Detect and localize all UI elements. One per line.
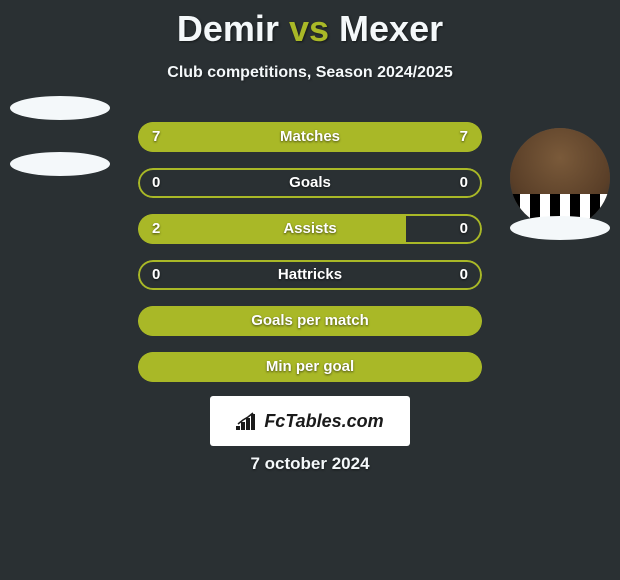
face-placeholder bbox=[510, 128, 610, 228]
stat-row: 00Goals bbox=[138, 168, 482, 198]
stat-row: 77Matches bbox=[138, 122, 482, 152]
subtitle: Club competitions, Season 2024/2025 bbox=[0, 64, 620, 82]
avatar-ellipse bbox=[10, 152, 110, 176]
logo-box: FcTables.com bbox=[210, 396, 410, 446]
player2-name: Mexer bbox=[339, 8, 443, 49]
player2-avatar bbox=[510, 128, 610, 248]
avatar-ellipse bbox=[10, 96, 110, 120]
avatar-ellipse bbox=[510, 216, 610, 240]
player1-name: Demir bbox=[177, 8, 279, 49]
page-title: Demir vs Mexer bbox=[0, 0, 620, 50]
comparison-bars: 77Matches 00Goals 20Assists 00Hattricks Goal… bbox=[138, 122, 482, 398]
player1-avatar bbox=[10, 108, 110, 228]
fctables-icon bbox=[236, 412, 260, 430]
stat-row: Goals per match bbox=[138, 306, 482, 336]
logo-text: FcTables.com bbox=[264, 411, 383, 432]
stat-row: 00Hattricks bbox=[138, 260, 482, 290]
stat-label: Goals per match bbox=[138, 306, 482, 336]
stat-label: Hattricks bbox=[138, 260, 482, 290]
avatar-photo bbox=[510, 128, 610, 228]
vs-text: vs bbox=[289, 8, 329, 49]
stat-label: Goals bbox=[138, 168, 482, 198]
stat-row: 20Assists bbox=[138, 214, 482, 244]
stat-label: Assists bbox=[138, 214, 482, 244]
date-text: 7 october 2024 bbox=[0, 454, 620, 474]
stat-label: Min per goal bbox=[138, 352, 482, 382]
stat-label: Matches bbox=[138, 122, 482, 152]
stat-row: Min per goal bbox=[138, 352, 482, 382]
